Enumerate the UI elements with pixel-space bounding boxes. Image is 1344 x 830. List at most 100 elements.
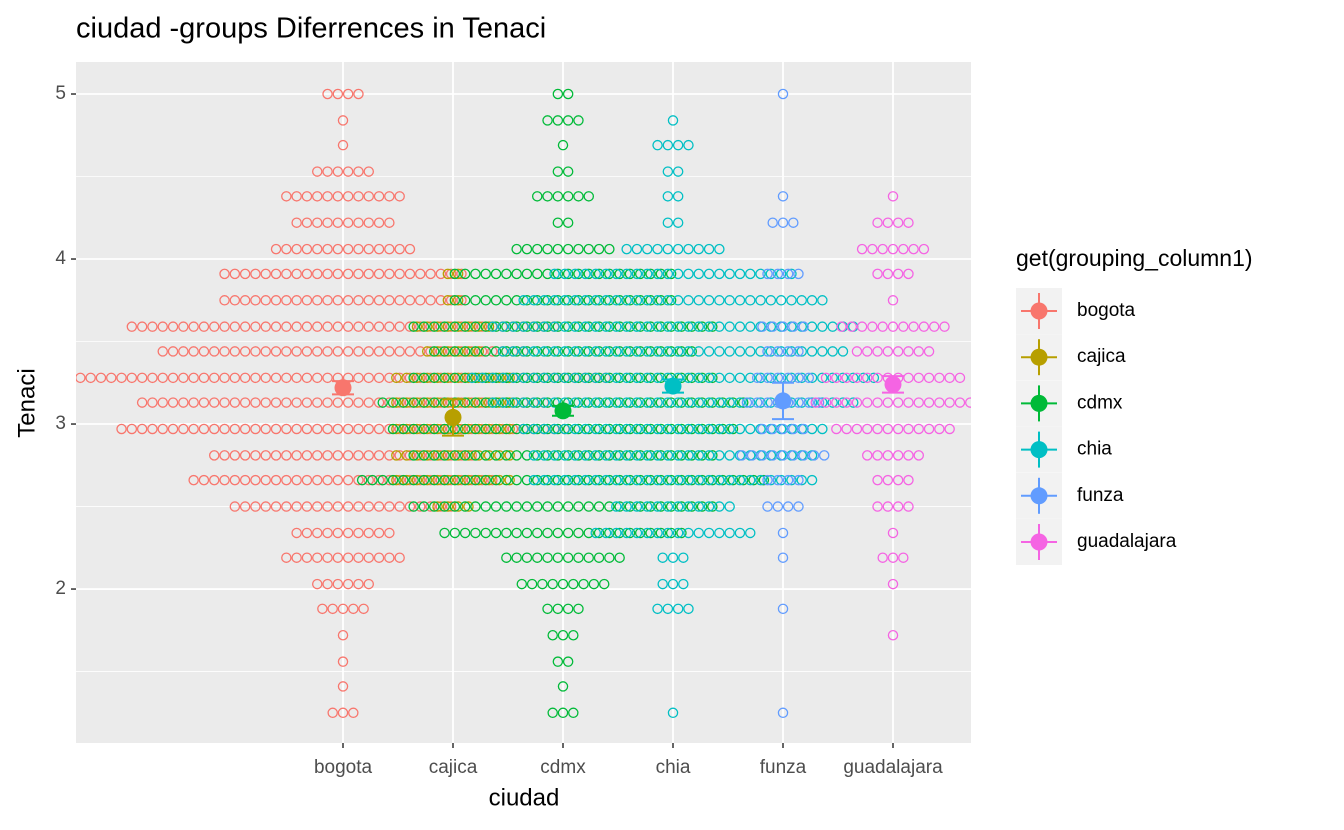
dot <box>746 450 758 461</box>
dot <box>934 372 945 384</box>
dot <box>239 295 251 306</box>
dot <box>887 552 899 563</box>
dot <box>449 346 461 357</box>
dot <box>322 166 333 177</box>
dot <box>528 372 540 384</box>
dot <box>332 423 344 435</box>
dot <box>408 501 419 512</box>
dot <box>593 243 605 255</box>
dot <box>580 474 591 486</box>
dot <box>470 423 481 435</box>
dot <box>428 501 440 512</box>
dot <box>642 450 653 461</box>
dot <box>332 578 344 590</box>
dot <box>662 474 674 486</box>
dot <box>480 501 491 512</box>
dot <box>872 423 883 435</box>
dot <box>528 474 540 486</box>
dot <box>642 346 653 357</box>
dot <box>394 552 405 563</box>
dot <box>767 217 778 228</box>
dot <box>703 527 715 539</box>
dot <box>337 681 349 692</box>
dot <box>672 191 684 202</box>
dot <box>411 397 423 408</box>
dot <box>414 295 426 306</box>
dot <box>662 450 674 461</box>
dot <box>786 346 797 357</box>
dot <box>408 321 419 332</box>
dot <box>449 527 461 539</box>
dot <box>707 372 718 384</box>
x-axis-label: ciudad <box>489 784 560 811</box>
dot <box>562 656 574 667</box>
dot <box>714 527 725 539</box>
dot <box>414 397 426 408</box>
dot <box>394 397 405 408</box>
dot <box>590 397 602 408</box>
dot <box>621 243 632 255</box>
dot <box>614 450 625 461</box>
dot <box>442 372 454 384</box>
dot <box>473 346 484 357</box>
dot <box>332 450 344 461</box>
dot <box>373 268 385 280</box>
dot <box>348 707 359 719</box>
dot <box>435 397 447 408</box>
dot <box>672 397 684 408</box>
dot <box>841 372 852 384</box>
dot <box>686 450 698 461</box>
dot <box>765 474 777 486</box>
dot <box>624 450 636 461</box>
dot <box>418 450 430 461</box>
dot <box>600 295 612 306</box>
dot <box>322 88 333 100</box>
dot <box>363 166 374 177</box>
dot <box>810 397 822 408</box>
dot <box>250 295 261 306</box>
dot <box>421 450 433 461</box>
dot <box>483 397 495 408</box>
dot <box>470 372 481 384</box>
dot <box>342 88 354 100</box>
dot <box>442 268 454 280</box>
dot <box>552 191 564 202</box>
dot <box>562 88 574 100</box>
dot <box>683 243 694 255</box>
dot <box>356 474 368 486</box>
dot <box>521 423 533 435</box>
dot <box>373 450 385 461</box>
dot <box>511 474 522 486</box>
dot <box>473 372 484 384</box>
dot <box>501 450 512 461</box>
dot <box>882 217 894 228</box>
dot <box>934 397 945 408</box>
dot <box>758 474 770 486</box>
dot <box>332 321 344 332</box>
dot <box>678 552 689 563</box>
dot <box>116 423 127 435</box>
dot <box>562 474 574 486</box>
dot <box>672 295 684 306</box>
dot <box>693 501 705 512</box>
dot <box>642 268 653 280</box>
dot <box>724 295 735 306</box>
dot <box>260 346 271 357</box>
dot <box>569 295 581 306</box>
dot <box>580 450 591 461</box>
dot <box>672 166 684 177</box>
dot <box>435 423 447 435</box>
dot <box>604 243 615 255</box>
dot <box>655 295 667 306</box>
x-tick-label: chia <box>656 757 691 778</box>
dot <box>793 501 804 512</box>
dot <box>442 321 454 332</box>
dot <box>593 474 605 486</box>
dot <box>672 501 684 512</box>
x-tick-label: bogota <box>314 757 373 778</box>
dot <box>270 423 282 435</box>
dot <box>394 295 405 306</box>
dot <box>408 450 419 461</box>
dot <box>504 423 515 435</box>
dot <box>562 191 574 202</box>
